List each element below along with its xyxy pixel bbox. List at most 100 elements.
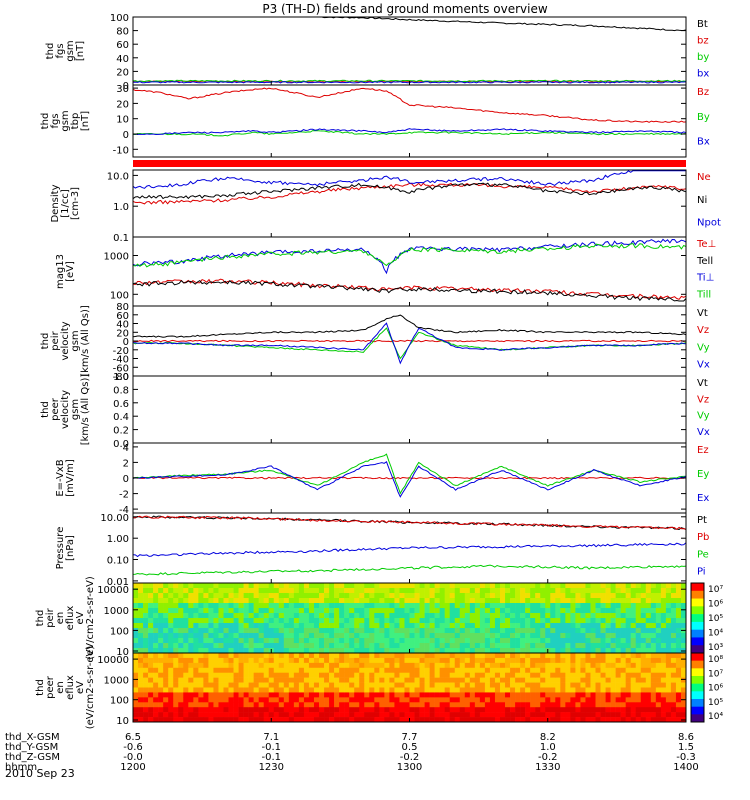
spectrogram-cell	[610, 697, 616, 703]
spectrogram-cell	[158, 707, 164, 713]
spectrogram-cell	[288, 618, 295, 624]
spectrogram-cell	[409, 618, 415, 624]
spectrogram-cell	[359, 697, 365, 703]
spectrogram-cell	[635, 628, 642, 634]
spectrogram-cell	[595, 618, 601, 624]
spectrogram-cell	[389, 593, 395, 599]
spectrogram-cell	[444, 677, 451, 683]
spectrogram-cell	[143, 623, 149, 629]
spectrogram-cell	[173, 677, 179, 683]
spectrogram-cell	[263, 653, 270, 659]
spectrogram-cell	[635, 687, 642, 693]
spectrogram-cell	[178, 717, 184, 723]
spectrogram-cell	[168, 712, 174, 718]
spectrogram-cell	[570, 593, 576, 599]
spectrogram-cell	[510, 598, 516, 604]
spectrogram-cell	[263, 662, 270, 669]
spectrogram-cell	[494, 687, 501, 693]
spectrogram-cell	[645, 638, 652, 644]
spectrogram-cell	[680, 702, 687, 708]
spectrogram-cell	[334, 603, 340, 609]
spectrogram-cell	[394, 588, 400, 594]
spectrogram-cell	[153, 677, 159, 683]
spectrogram-cell	[364, 598, 370, 604]
spectrogram-cell	[680, 613, 687, 619]
spectrogram-cell	[645, 667, 652, 674]
spectrogram-cell	[494, 628, 501, 634]
spectrogram-cell	[510, 648, 516, 654]
spectrogram-cell	[620, 618, 626, 624]
spectrogram-cell	[414, 692, 420, 698]
spectrogram-cell	[278, 697, 285, 703]
spectrogram-cell	[298, 613, 305, 619]
spectrogram-cell	[670, 613, 677, 619]
spectrogram-cell	[198, 613, 204, 619]
spectrogram-cell	[530, 633, 536, 639]
spectrogram-cell	[374, 608, 380, 614]
spectrogram-cell	[580, 662, 586, 669]
spectrogram-cell	[585, 702, 591, 708]
spectrogram-cell	[308, 593, 315, 599]
spectrogram-cell	[268, 613, 275, 619]
spectrogram-cell	[489, 618, 496, 624]
spectrogram-cell	[494, 618, 501, 624]
spectrogram-cell	[505, 643, 511, 649]
spectrogram-cell	[389, 687, 395, 693]
spectrogram-cell	[434, 692, 440, 698]
spectrogram-cell	[560, 623, 566, 629]
spectrogram-cell	[580, 672, 586, 678]
spectrogram-cell	[283, 677, 290, 683]
spectrogram-cell	[193, 588, 199, 594]
spectrogram-cell	[535, 598, 541, 604]
spectrogram-cell	[469, 588, 476, 594]
spectrogram-cell	[263, 628, 270, 634]
series-line-Npot	[132, 170, 686, 189]
y-tick-label: 0.2	[113, 426, 129, 437]
spectrogram-cell	[525, 633, 531, 639]
spectrogram-cell	[570, 583, 576, 589]
spectrogram-cell	[148, 717, 154, 723]
spectrogram-cell	[615, 667, 621, 674]
spectrogram-cell	[515, 598, 521, 604]
series-line-Till	[132, 243, 687, 268]
spectrogram-cell	[349, 588, 355, 594]
spectrogram-cell	[319, 662, 325, 669]
spectrogram-cell	[565, 638, 571, 644]
spectrogram-cell	[630, 623, 637, 629]
spectrogram-cell	[334, 598, 340, 604]
spectrogram-cell	[278, 583, 285, 589]
spectrogram-cell	[595, 677, 601, 683]
spectrogram-cell	[650, 677, 657, 683]
spectrogram-cell	[334, 618, 340, 624]
spectrogram-cell	[404, 702, 410, 708]
spectrogram-cell	[238, 593, 244, 599]
spectrogram-cell	[223, 702, 229, 708]
spectrogram-cell	[595, 608, 601, 614]
y-tick-label: 10000	[97, 655, 129, 666]
spectrogram-cell	[349, 638, 355, 644]
spectrogram-cell	[319, 638, 325, 644]
spectrogram-cell	[364, 687, 370, 693]
spectrogram-cell	[384, 672, 390, 678]
spectrogram-cell	[505, 712, 511, 718]
spectrogram-cell	[133, 653, 139, 659]
spectrogram-cell	[575, 633, 581, 639]
spectrogram-cell	[168, 643, 174, 649]
spectrogram-cell	[188, 672, 194, 678]
spectrogram-cell	[469, 618, 476, 624]
spectrogram-cell	[610, 588, 616, 594]
spectrogram-cell	[615, 638, 621, 644]
spectrogram-cell	[173, 598, 179, 604]
spectrogram-cell	[223, 712, 229, 718]
spectrogram-cell	[178, 712, 184, 718]
spectrogram-cell	[404, 712, 410, 718]
spectrogram-cell	[268, 692, 275, 698]
spectrogram-cell	[560, 682, 566, 688]
spectrogram-cell	[334, 712, 340, 718]
spectrogram-cell	[248, 623, 254, 629]
spectrogram-cell	[213, 687, 219, 693]
spectrogram-cell	[494, 707, 501, 713]
spectrogram-cell	[499, 583, 506, 589]
spectrogram-cell	[248, 657, 254, 664]
spectrogram-cell	[339, 682, 345, 688]
